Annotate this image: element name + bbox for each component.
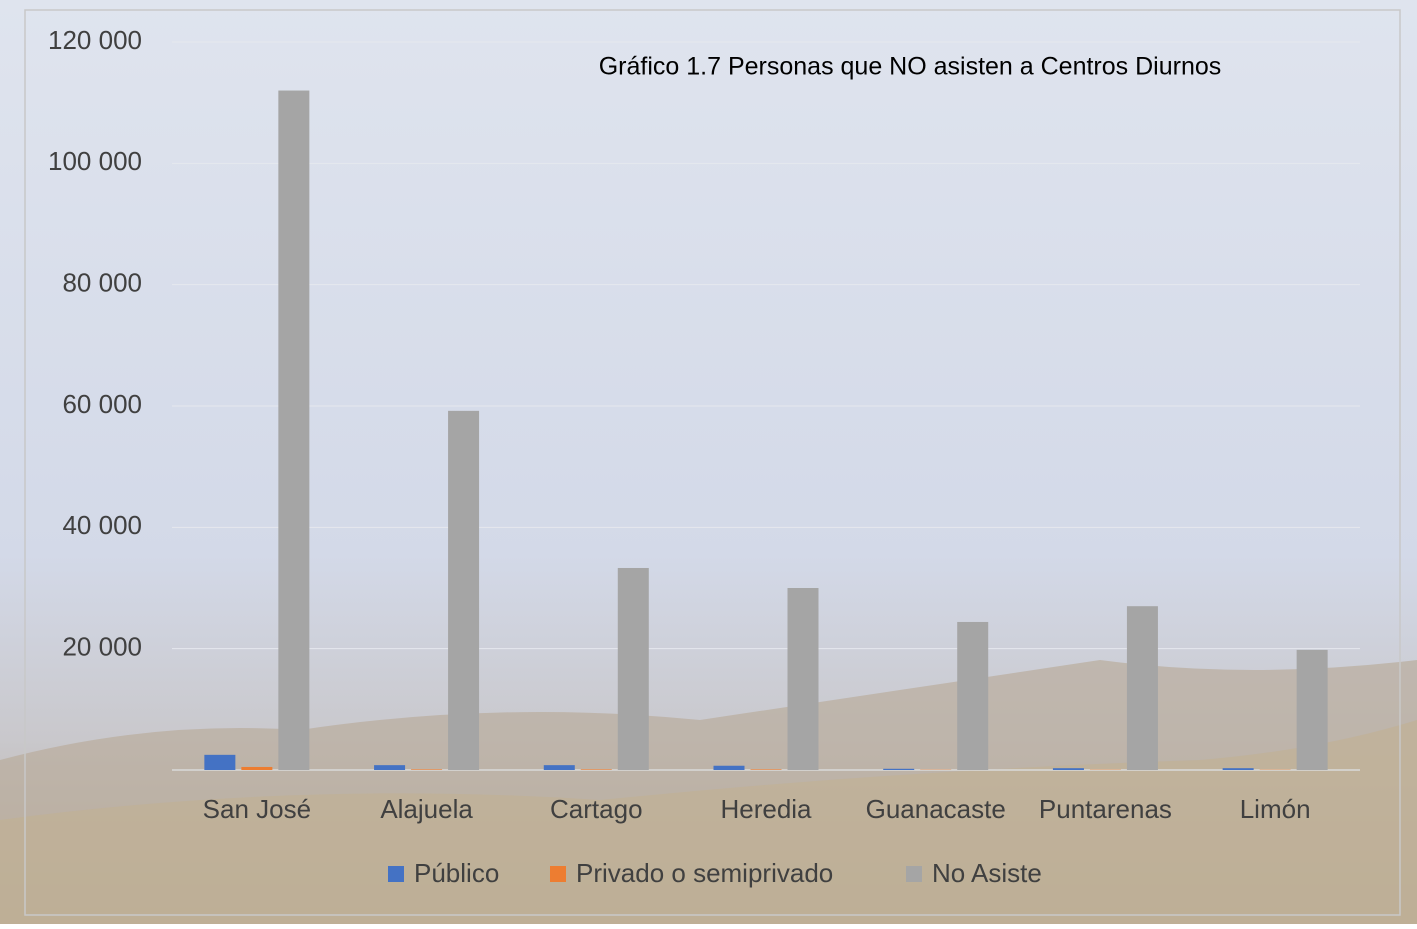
x-tick-label: Alajuela	[380, 794, 473, 824]
legend-swatch	[388, 866, 404, 882]
legend-swatch	[550, 866, 566, 882]
bar	[1297, 650, 1328, 770]
x-tick-label: Puntarenas	[1039, 794, 1172, 824]
bar	[241, 767, 272, 770]
bar	[1127, 606, 1158, 770]
bar	[751, 769, 782, 770]
bar	[374, 765, 405, 770]
x-tick-label: Limón	[1240, 794, 1311, 824]
bar	[1223, 768, 1254, 770]
x-tick-label: San José	[203, 794, 311, 824]
legend-label: Privado o semiprivado	[576, 858, 833, 888]
bar	[788, 588, 819, 770]
y-tick-label: 60 000	[62, 389, 142, 419]
bar	[957, 622, 988, 770]
y-tick-label: 40 000	[62, 510, 142, 540]
bar	[883, 769, 914, 770]
chart-title: Gráfico 1.7 Personas que NO asisten a Ce…	[599, 53, 1222, 81]
y-tick-label: 80 000	[62, 268, 142, 298]
y-tick-label: 20 000	[62, 632, 142, 662]
bar	[278, 91, 309, 770]
bar	[714, 766, 745, 770]
y-tick-label: 100 000	[48, 146, 142, 176]
x-tick-label: Cartago	[550, 794, 643, 824]
legend-label: Público	[414, 858, 499, 888]
bar	[411, 769, 442, 770]
bar	[581, 769, 612, 770]
y-tick-label: 120 000	[48, 25, 142, 55]
bar	[544, 765, 575, 770]
bar	[618, 568, 649, 770]
legend-swatch	[906, 866, 922, 882]
bar	[448, 411, 479, 770]
x-tick-label: Guanacaste	[866, 794, 1006, 824]
legend-label: No Asiste	[932, 858, 1042, 888]
bar	[204, 755, 235, 770]
x-tick-label: Heredia	[720, 794, 812, 824]
bar	[1053, 768, 1084, 770]
